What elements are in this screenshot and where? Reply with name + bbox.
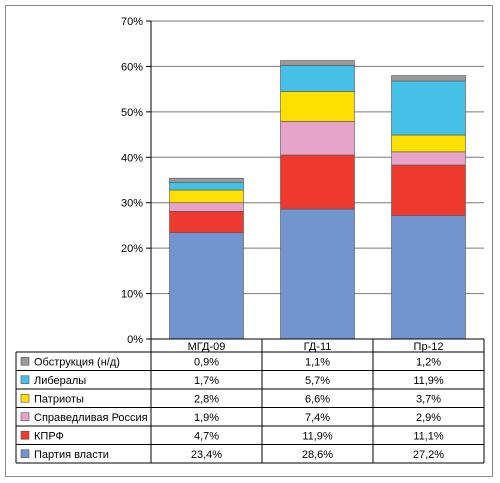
chart-svg: 0% 10% 20% 30% 40% 50% 60% 70% МГД-09 ГД-11 Пр-12… bbox=[15, 16, 485, 464]
data-label: 6,6% bbox=[305, 393, 330, 405]
data-label: 1,2% bbox=[416, 356, 441, 368]
data-label: 0,9% bbox=[194, 356, 219, 368]
bar-segment bbox=[391, 75, 466, 82]
legend-series-name: Либералы bbox=[34, 375, 86, 387]
bar-segment bbox=[169, 211, 244, 233]
bar-segment bbox=[280, 154, 355, 210]
category-label: ГД-11 bbox=[304, 341, 332, 353]
category-label: Пр-12 bbox=[414, 341, 444, 353]
data-label: 2,8% bbox=[194, 393, 219, 405]
bar-segment bbox=[280, 60, 355, 66]
category-label: МГД-09 bbox=[188, 341, 226, 353]
legend-series-name: Справедливая Россия bbox=[34, 412, 148, 424]
bar-segment bbox=[169, 232, 244, 340]
data-label: 1,9% bbox=[194, 412, 219, 424]
data-label: 23,4% bbox=[191, 449, 222, 461]
legend-swatch bbox=[20, 375, 30, 385]
data-table: МГД-09 ГД-11 Пр-12 Обструкция (н/д) 0,9% 1,1%… bbox=[15, 338, 485, 464]
data-label: 2,9% bbox=[416, 412, 441, 424]
data-label: 28,6% bbox=[302, 449, 333, 461]
bar-segment bbox=[280, 65, 355, 92]
bar-segment bbox=[280, 91, 355, 122]
bar-segment bbox=[391, 164, 466, 216]
data-label: 11,9% bbox=[302, 430, 333, 442]
y-axis: 0% 10% 20% 30% 40% 50% 60% 70% bbox=[121, 16, 152, 346]
data-label: 3,7% bbox=[416, 393, 441, 405]
data-label: 11,9% bbox=[413, 375, 444, 387]
legend-swatch bbox=[20, 356, 30, 366]
legend-swatch bbox=[20, 449, 30, 459]
data-label: 11,1% bbox=[413, 430, 444, 442]
y-tick-label: 30% bbox=[121, 198, 143, 210]
legend-swatch bbox=[20, 412, 30, 422]
y-tick-label: 20% bbox=[121, 243, 143, 255]
legend-swatch bbox=[20, 430, 30, 440]
y-tick-label: 70% bbox=[121, 16, 143, 28]
y-tick-label: 50% bbox=[121, 107, 143, 119]
bar-segment bbox=[280, 208, 355, 340]
y-tick-label: 40% bbox=[121, 152, 143, 164]
y-tick-label: 10% bbox=[121, 289, 143, 301]
bar-segment bbox=[169, 181, 244, 191]
chart-frame: 0% 10% 20% 30% 40% 50% 60% 70% МГД-09 ГД-11 Пр-12… bbox=[5, 5, 493, 477]
y-tick-label: 0% bbox=[127, 334, 143, 346]
data-label: 7,4% bbox=[305, 412, 330, 424]
legend-swatch bbox=[20, 393, 30, 403]
bar-segment bbox=[391, 134, 466, 153]
bar-segment bbox=[169, 177, 244, 183]
data-label: 1,1% bbox=[305, 356, 330, 368]
bar-segment bbox=[391, 80, 466, 136]
data-label: 1,7% bbox=[194, 375, 219, 387]
data-label: 27,2% bbox=[413, 449, 444, 461]
bars bbox=[169, 60, 466, 340]
bar-segment bbox=[391, 151, 466, 166]
bar-segment bbox=[169, 189, 244, 204]
data-label: 4,7% bbox=[194, 430, 219, 442]
data-label: 5,7% bbox=[305, 375, 330, 387]
legend-series-name: Патриоты bbox=[34, 393, 84, 405]
bar-segment bbox=[169, 202, 244, 212]
legend-series-name: КПРФ bbox=[34, 430, 64, 442]
y-tick-label: 60% bbox=[121, 61, 143, 73]
bar-segment bbox=[280, 121, 355, 156]
legend-series-name: Обструкция (н/д) bbox=[34, 356, 120, 368]
bar-segment bbox=[391, 215, 466, 340]
legend-series-name: Партия власти bbox=[34, 449, 109, 461]
